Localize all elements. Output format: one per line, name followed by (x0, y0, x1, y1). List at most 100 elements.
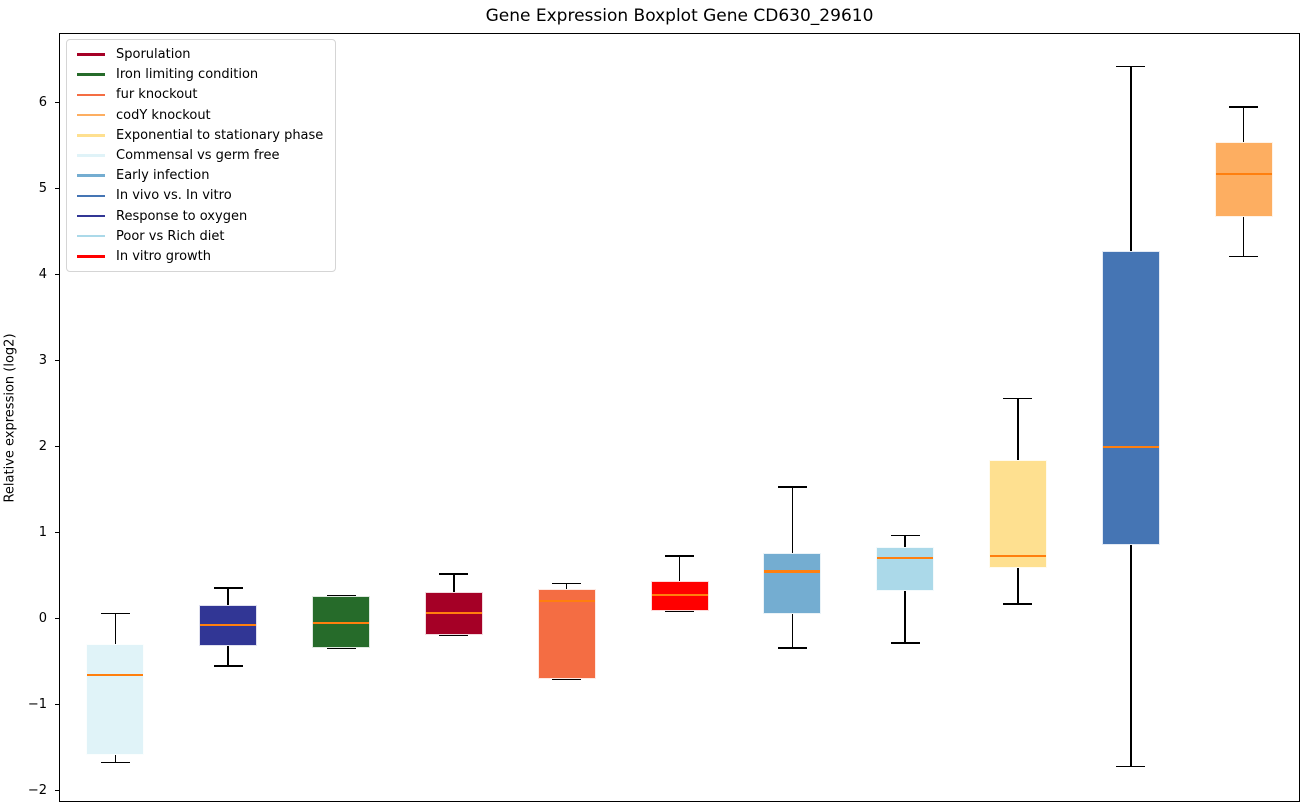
boxplot-cap-lower (777, 647, 807, 649)
legend-item: fur knockout (77, 88, 323, 101)
boxplot-box (1214, 142, 1273, 218)
boxplot-cap-upper (1116, 65, 1146, 68)
legend-item: Commensal vs germ free (77, 149, 323, 162)
legend-swatch (77, 154, 105, 157)
boxplot-median-line (877, 556, 934, 559)
y-tick-mark (55, 704, 59, 706)
legend-item: Iron limiting condition (77, 68, 323, 81)
legend-swatch (77, 214, 105, 218)
boxplot-box (763, 552, 822, 615)
boxplot-cap-lower (100, 761, 130, 764)
legend-swatch (77, 234, 105, 238)
boxplot-median-line (425, 611, 482, 614)
boxplot-cap-upper (1003, 397, 1033, 400)
boxplot-whisker-lower (791, 614, 794, 649)
boxplot-whisker-lower (114, 754, 117, 763)
boxplot-cap-lower (552, 678, 582, 680)
legend-swatch (77, 255, 105, 258)
boxplot-whisker-lower (1017, 568, 1019, 605)
boxplot-cap-lower (326, 647, 356, 649)
boxplot-cap-lower (1229, 255, 1259, 258)
boxplot-box (876, 547, 935, 592)
legend-item: Response to oxygen (77, 210, 323, 223)
boxplot-median-line (200, 623, 257, 626)
boxplot-whisker-lower (227, 646, 229, 667)
boxplot-cap-lower (439, 634, 469, 636)
boxplot-whisker-upper (453, 574, 455, 593)
y-tick-mark (55, 790, 59, 792)
y-tick-label: −2 (27, 782, 47, 798)
boxplot-cap-upper (552, 582, 582, 585)
y-tick-label: 2 (38, 438, 47, 454)
boxplot-whisker-upper (791, 487, 794, 553)
y-tick-mark (55, 102, 59, 104)
legend-label: codY knockout (116, 107, 211, 123)
legend-swatch (77, 113, 105, 117)
legend-swatch (77, 73, 105, 76)
boxplot-median-line (989, 554, 1046, 558)
y-tick-mark (55, 360, 59, 362)
boxplot-cap-upper (1229, 106, 1259, 108)
y-tick-label: 1 (38, 524, 47, 540)
legend-item: In vitro growth (77, 250, 323, 263)
y-tick-mark (55, 188, 59, 190)
boxplot-box (537, 588, 596, 679)
legend-item: Sporulation (77, 48, 323, 61)
boxplot-median-line (313, 621, 370, 625)
legend-item: Poor vs Rich diet (77, 230, 323, 243)
boxplot-median-line (87, 673, 144, 676)
boxplot-box (650, 580, 709, 612)
boxplot-box (86, 643, 145, 755)
y-tick-label: 4 (38, 266, 47, 282)
boxplot-median-line (1102, 445, 1159, 448)
boxplot-box (1101, 251, 1160, 545)
boxplot-whisker-lower (1130, 544, 1132, 767)
boxplot-whisker-upper (1242, 106, 1245, 143)
boxplot-whisker-lower (1242, 217, 1245, 257)
boxplot-cap-lower (213, 665, 243, 667)
legend-label: Response to oxygen (116, 208, 248, 224)
boxplot-cap-upper (777, 486, 807, 488)
boxplot-whisker-upper (1130, 66, 1132, 252)
boxplot-median-line (764, 570, 821, 573)
legend-label: In vivo vs. In vitro (116, 188, 232, 204)
legend-label: Sporulation (116, 47, 191, 62)
y-tick-label: 6 (38, 94, 47, 110)
legend-label: Poor vs Rich diet (116, 228, 225, 244)
legend-item: codY knockout (77, 109, 323, 122)
y-tick-mark (55, 274, 59, 276)
y-tick-mark (55, 618, 59, 620)
legend-item: Exponential to stationary phase (77, 129, 323, 142)
legend-label: Iron limiting condition (116, 67, 259, 83)
y-tick-label: 3 (38, 352, 47, 368)
y-tick-mark (55, 446, 59, 448)
legend-label: fur knockout (116, 87, 198, 103)
boxplot-whisker-upper (227, 587, 229, 606)
boxplot-median-line (651, 593, 708, 596)
y-tick-label: −1 (27, 696, 47, 712)
boxplot-cap-upper (890, 534, 920, 537)
legend-label: In vitro growth (116, 248, 211, 264)
legend-swatch (77, 133, 105, 137)
legend-item: In vivo vs. In vitro (77, 189, 323, 202)
boxplot-box (988, 459, 1047, 569)
boxplot-cap-lower (1003, 603, 1033, 605)
y-tick-label: 5 (38, 180, 47, 196)
legend-swatch (77, 174, 105, 177)
legend-swatch (77, 53, 105, 56)
boxplot-median-line (1215, 172, 1272, 176)
boxplot-cap-upper (665, 555, 694, 557)
boxplot-whisker-upper (565, 583, 568, 589)
boxplot-box (312, 595, 371, 649)
legend: Sporulation Iron limiting condition fur kn… (66, 39, 337, 272)
chart-title: Gene Expression Boxplot Gene CD630_29610 (485, 6, 874, 26)
boxplot-cap-lower (665, 610, 694, 612)
y-tick-mark (55, 532, 59, 534)
boxplot-whisker-upper (1017, 398, 1019, 460)
boxplot-whisker-lower (904, 591, 906, 643)
boxplot-whisker-upper (678, 555, 681, 581)
boxplot-cap-lower (890, 642, 920, 644)
boxplot-whisker-upper (114, 613, 117, 644)
legend-swatch (77, 93, 105, 97)
